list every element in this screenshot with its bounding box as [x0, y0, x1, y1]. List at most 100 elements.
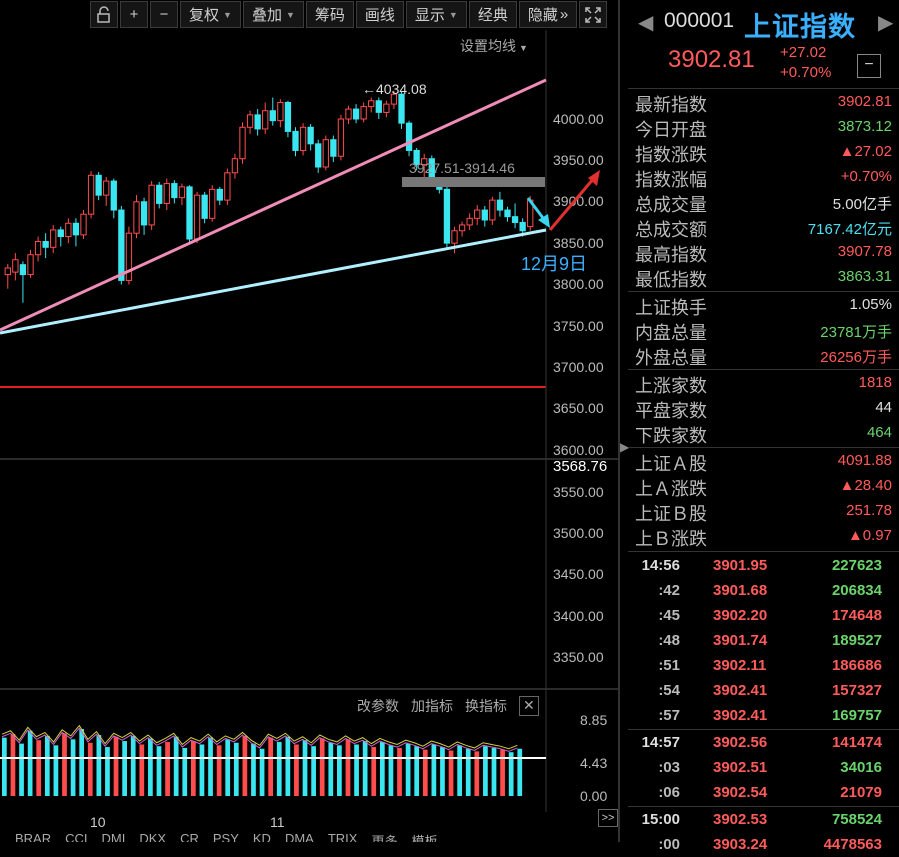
restore-right-dropdown[interactable]: 复权 ▼	[180, 1, 241, 28]
quote-value: 4091.88	[837, 452, 892, 469]
price-tick-label: 3850.00	[553, 235, 604, 251]
tab-more[interactable]: 更多	[371, 834, 398, 842]
draw-line-button[interactable]: 画线	[355, 1, 404, 28]
hide-button[interactable]: 隐藏»	[518, 1, 578, 28]
indicator-bar	[319, 738, 325, 796]
candle-body	[292, 130, 299, 151]
security-code: 000001	[664, 9, 735, 32]
indicator-bar	[311, 746, 316, 796]
quote-value: ▲27.02	[839, 143, 892, 160]
candle-body	[458, 224, 466, 232]
indicator-bar	[328, 742, 334, 796]
overlay-dropdown[interactable]: 叠加 ▼	[242, 1, 304, 28]
tick-row: :48 3901.74 189527	[628, 628, 896, 653]
quote-row: 上证Ａ股 4091.88	[628, 449, 896, 474]
up-arrow-head	[588, 170, 600, 186]
tick-row: :06 3902.54 21079	[628, 780, 896, 805]
tab-trix[interactable]: TRIX	[327, 831, 358, 842]
indicator-bar	[216, 745, 222, 796]
hide-label: 隐藏	[527, 7, 558, 24]
ma-settings-button[interactable]: 设置均线 ▼	[460, 36, 528, 56]
collapse-handle-icon[interactable]: ▶	[620, 440, 630, 454]
tab-cr[interactable]: CR	[180, 831, 199, 842]
quote-value: 1818	[858, 374, 892, 391]
quote-row: 上证Ｂ股 251.78	[628, 499, 896, 524]
quote-label: 最新指数	[635, 95, 707, 115]
quote-value: 251.78	[846, 502, 892, 519]
candle-body	[193, 194, 201, 240]
indicator-bar	[70, 739, 76, 796]
tab-dma[interactable]: DMA	[284, 831, 314, 842]
candle-body	[186, 186, 193, 240]
price-tick-label: 3750.00	[553, 318, 604, 334]
price-tick-label: 3400.00	[553, 608, 604, 624]
indicator-bar	[79, 729, 85, 796]
quote-row: 上证换手 1.05%	[628, 293, 896, 318]
divider	[628, 551, 899, 552]
indicator-bar	[337, 745, 342, 796]
chips-button[interactable]: 筹码	[305, 1, 354, 28]
indicator-tabs: BRAR CCI DMI DKX CR PSY KD DMA TRIX 更多 模…	[0, 831, 613, 842]
tick-volume: 758524	[831, 811, 882, 828]
indicator-bar	[10, 734, 16, 796]
tick-volume: 34016	[840, 759, 882, 776]
candle-body	[413, 149, 420, 166]
classic-button[interactable]: 经典	[468, 1, 517, 28]
tick-volume: 169757	[831, 707, 882, 724]
tick-time: :51	[658, 657, 680, 674]
tick-time: :48	[658, 632, 680, 649]
tab-cci[interactable]: CCI	[65, 831, 88, 842]
lock-icon[interactable]	[90, 1, 118, 28]
candle-body	[148, 184, 155, 226]
collapse-button[interactable]: −	[857, 54, 881, 78]
zoom-in-button[interactable]: +	[120, 1, 148, 28]
panel-splitter[interactable]	[618, 0, 620, 842]
divider	[628, 369, 899, 370]
next-arrow-icon[interactable]: ▶	[878, 12, 894, 34]
tick-volume: 141474	[831, 734, 882, 751]
indicator-bar	[457, 745, 463, 796]
indicator-bar	[517, 748, 523, 796]
price-tick-label: 3900.00	[553, 193, 604, 209]
tick-price: 3902.41	[713, 707, 768, 724]
tab-psy[interactable]: PSY	[212, 831, 239, 842]
candle-body	[511, 216, 519, 223]
tick-time: :06	[658, 784, 680, 801]
quote-row: 上Ｂ涨跌 ▲0.97	[628, 524, 896, 549]
indicator-bar	[302, 740, 308, 796]
candlestick-chart[interactable]: 4000.00 3950.00 3900.00 3850.00 3800.00 3750.…	[0, 30, 618, 842]
tab-template[interactable]: 模板	[411, 834, 438, 842]
tick-time: :00	[658, 836, 680, 853]
quote-row: 外盘总量 26256万手	[628, 343, 896, 368]
scroll-right-button[interactable]: >>	[598, 809, 618, 827]
close-icon[interactable]: ✕	[519, 696, 539, 716]
quote-value: 44	[875, 399, 892, 416]
candle-body	[171, 183, 178, 199]
indicator-bar	[44, 735, 50, 796]
indicator-bar	[251, 743, 256, 796]
indicator-bar	[500, 749, 505, 796]
tab-kd[interactable]: KD	[252, 831, 271, 842]
candle-body	[27, 254, 34, 276]
edit-params-button[interactable]: 改参数	[357, 698, 399, 714]
month-label: 11	[270, 814, 285, 830]
candle-body	[466, 217, 473, 226]
quote-row: 指数涨跌 ▲27.02	[628, 140, 896, 165]
switch-indicator-button[interactable]: 换指标	[465, 698, 507, 714]
candle-body	[390, 93, 398, 105]
tab-dkx[interactable]: DKX	[139, 831, 167, 842]
tab-dmi[interactable]: DMI	[101, 831, 126, 842]
tab-brar[interactable]: BRAR	[15, 831, 52, 842]
prev-arrow-icon[interactable]: ◀	[638, 12, 654, 34]
candle-body	[375, 100, 382, 113]
indicator-bar	[36, 740, 42, 796]
tick-time: :03	[658, 759, 680, 776]
tick-price: 3901.74	[713, 632, 768, 649]
add-indicator-button[interactable]: 加指标	[411, 698, 453, 714]
display-dropdown[interactable]: 显示 ▼	[405, 1, 467, 28]
candle-body	[519, 221, 526, 232]
fullscreen-icon[interactable]	[579, 1, 608, 28]
zoom-out-button[interactable]: −	[150, 1, 178, 28]
candle-body	[368, 100, 375, 108]
candle-body	[216, 188, 223, 201]
